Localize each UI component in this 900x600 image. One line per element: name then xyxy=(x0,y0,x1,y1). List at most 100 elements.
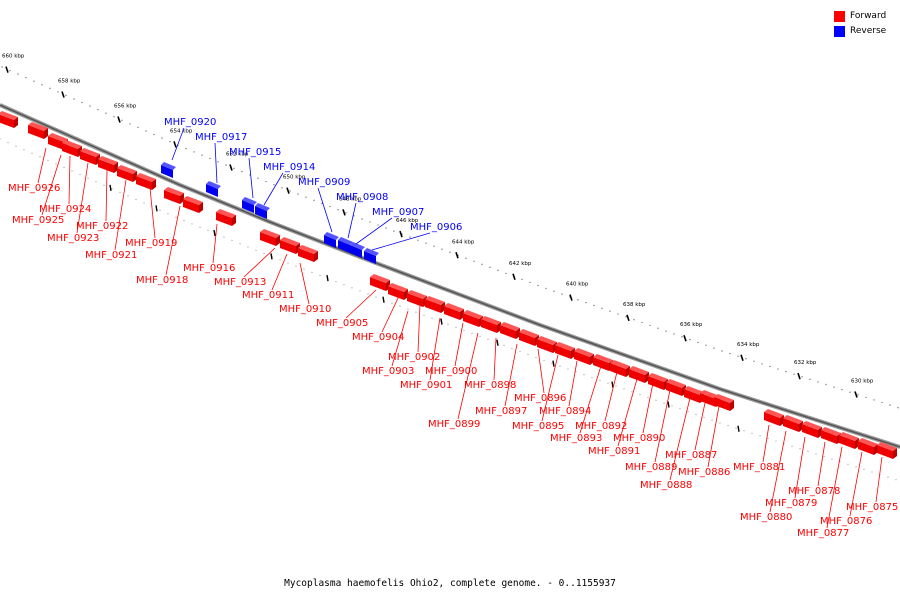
forward-gene-top xyxy=(666,379,686,388)
ruler-tick xyxy=(512,273,516,281)
forward-gene[interactable] xyxy=(280,237,300,254)
reverse-gene-label: MHF_0920 xyxy=(164,117,216,128)
forward-gene-top xyxy=(48,133,68,142)
ruler-dot xyxy=(71,170,73,172)
forward-gene[interactable] xyxy=(714,394,734,411)
ruler-dot xyxy=(367,293,369,295)
reverse-gene[interactable] xyxy=(364,248,379,264)
forward-gene[interactable] xyxy=(519,329,539,346)
forward-gene-top xyxy=(370,274,390,283)
ruler-dot xyxy=(823,455,825,458)
forward-gene[interactable] xyxy=(407,290,427,307)
forward-gene[interactable] xyxy=(802,421,822,438)
ruler-dot xyxy=(831,458,833,460)
forward-gene[interactable] xyxy=(463,310,483,327)
forward-gene[interactable] xyxy=(537,336,557,353)
ruler-dot xyxy=(231,239,233,241)
forward-leader-line xyxy=(604,371,618,422)
forward-gene[interactable] xyxy=(28,122,48,139)
ruler-dot xyxy=(417,239,419,241)
legend-reverse-label: Reverse xyxy=(850,26,887,36)
ruler-dot xyxy=(729,352,731,355)
ruler-dot xyxy=(167,213,169,215)
ruler-dot xyxy=(415,311,417,313)
forward-gene-top xyxy=(714,394,734,403)
forward-gene[interactable] xyxy=(877,442,897,459)
reverse-gene[interactable] xyxy=(324,232,339,248)
forward-gene[interactable] xyxy=(117,165,137,182)
forward-gene[interactable] xyxy=(610,360,630,377)
ruler-dot xyxy=(79,173,81,176)
ruler-dot xyxy=(161,137,163,139)
ruler-dot xyxy=(65,94,67,97)
ruler-dot xyxy=(793,373,795,375)
forward-leader-line xyxy=(212,223,218,264)
ruler-tick xyxy=(440,318,443,325)
forward-leader-line xyxy=(817,441,826,487)
forward-leader-line xyxy=(114,179,127,251)
forward-gene-label: MHF_0891 xyxy=(588,446,640,457)
forward-gene[interactable] xyxy=(481,316,501,333)
forward-gene-label: MHF_0877 xyxy=(797,528,849,539)
ruler-dot xyxy=(673,333,675,335)
forward-gene-top xyxy=(136,173,156,182)
forward-gene[interactable] xyxy=(298,245,318,262)
ruler-tick-label: 648 kbp xyxy=(339,196,362,202)
forward-gene[interactable] xyxy=(216,209,236,226)
forward-gene[interactable] xyxy=(821,427,841,444)
forward-gene[interactable] xyxy=(629,366,649,383)
forward-leader-line xyxy=(537,348,545,394)
forward-gene[interactable] xyxy=(425,296,445,313)
reverse-gene[interactable] xyxy=(350,242,365,258)
forward-gene-top xyxy=(463,310,483,319)
ruler-dot xyxy=(273,184,275,186)
ruler-tick xyxy=(626,314,630,322)
reverse-gene[interactable] xyxy=(161,162,176,178)
ruler-tick-label: 634 kbp xyxy=(737,342,760,348)
ruler-dot xyxy=(857,394,859,396)
ruler-dot xyxy=(217,161,219,163)
forward-gene[interactable] xyxy=(0,111,18,128)
ruler-dot xyxy=(761,363,763,365)
ruler-tick-label: 658 kbp xyxy=(58,79,81,85)
reverse-gene[interactable] xyxy=(242,197,257,213)
forward-leader-line xyxy=(454,322,464,367)
forward-gene[interactable] xyxy=(648,373,668,390)
forward-leader-line xyxy=(707,405,720,468)
forward-gene-label: MHF_0887 xyxy=(665,450,717,461)
forward-gene[interactable] xyxy=(370,274,390,291)
ruler: 660 kbp 658 kbp 656 kbp 654 kbp 652 kbp 650 k… xyxy=(0,54,899,481)
forward-leader-line xyxy=(417,303,421,353)
ruler-dot xyxy=(87,177,89,179)
ruler-dot xyxy=(297,193,299,195)
reverse-gene[interactable] xyxy=(338,237,353,253)
ruler-tick xyxy=(286,187,290,194)
ruler-dot xyxy=(105,112,107,114)
forward-gene[interactable] xyxy=(98,156,118,173)
forward-gene[interactable] xyxy=(764,409,784,426)
forward-gene[interactable] xyxy=(164,187,184,204)
ruler-tick-label: 660 kbp xyxy=(2,54,25,60)
ruler-dot xyxy=(15,145,17,147)
ruler-dot xyxy=(313,199,315,202)
forward-gene-top xyxy=(117,165,137,174)
reverse-gene[interactable] xyxy=(206,181,221,197)
forward-gene[interactable] xyxy=(62,140,82,157)
ruler-dot xyxy=(39,156,41,158)
forward-gene[interactable] xyxy=(136,173,156,190)
ruler-tick-label: 654 kbp xyxy=(170,128,193,134)
forward-gene[interactable] xyxy=(500,322,520,339)
ruler-dot xyxy=(225,164,227,166)
reverse-gene[interactable] xyxy=(255,203,270,219)
ruler-dot xyxy=(855,466,857,468)
forward-leader-line xyxy=(165,205,181,276)
forward-gene[interactable] xyxy=(783,415,803,432)
ruler-dot xyxy=(649,324,651,327)
forward-gene-top xyxy=(684,386,704,395)
forward-gene[interactable] xyxy=(444,303,464,320)
forward-gene[interactable] xyxy=(80,148,100,165)
forward-gene-side xyxy=(298,248,314,262)
forward-gene[interactable] xyxy=(260,229,280,246)
forward-gene[interactable] xyxy=(183,196,203,213)
ruler-dot xyxy=(473,260,475,263)
